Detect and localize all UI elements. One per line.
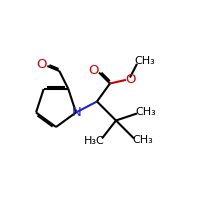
Text: N: N xyxy=(72,106,82,119)
Text: O: O xyxy=(36,58,47,71)
Text: CH₃: CH₃ xyxy=(132,135,153,145)
Text: O: O xyxy=(88,64,99,77)
Text: CH₃: CH₃ xyxy=(134,56,155,66)
Text: CH₃: CH₃ xyxy=(135,107,156,117)
Text: O: O xyxy=(125,73,136,86)
Text: H₃C: H₃C xyxy=(84,136,104,146)
